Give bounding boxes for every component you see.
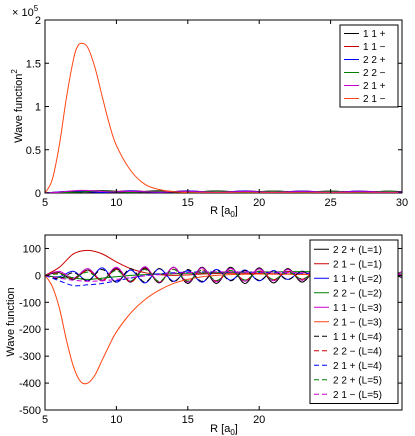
legend-label: 2 1 − — [363, 94, 386, 105]
x-tick-label: 15 — [182, 197, 194, 209]
x-tick-label: 10 — [110, 414, 122, 426]
x-tick-label: 5 — [42, 197, 48, 209]
y-tick-label: -500 — [19, 405, 41, 417]
top-x-axis-label: R [a0] — [210, 205, 238, 219]
top-chart: 5 10 15 20 25 30 0 0.5 1 1.5 2 × 105 R [a0] Wave f… — [10, 4, 408, 219]
top-y-axis-label: Wave function2 — [10, 69, 25, 143]
bottom-x-axis-label: R [a0] — [210, 423, 238, 436]
y-tick-label: 0.5 — [26, 145, 41, 157]
legend-label: 2 1 − (L=5) — [333, 390, 382, 401]
x-tick-label: 30 — [396, 197, 408, 209]
series-line-9 — [45, 271, 402, 287]
y-tick-label: 1 — [35, 102, 41, 114]
legend-label: 2 2 + (L=5) — [333, 375, 382, 386]
y-tick-label: 100 — [23, 243, 41, 255]
legend-label: 2 1 + — [363, 81, 386, 92]
y-tick-label: -300 — [19, 351, 41, 363]
y-tick-label: -400 — [19, 378, 41, 390]
x-tick-label: 5 — [42, 414, 48, 426]
legend-label: 2 2 − (L=2) — [333, 288, 382, 299]
y-tick-label: 0 — [35, 188, 41, 200]
legend-label: 2 1 − (L=1) — [333, 259, 382, 270]
x-tick-label: 15 — [182, 414, 194, 426]
legend-label: 2 1 + (L=4) — [333, 361, 382, 372]
x-tick-label: 10 — [110, 197, 122, 209]
legend-label: 1 1 − — [363, 42, 386, 53]
legend-label: 1 1 + (L=2) — [333, 274, 382, 285]
y-tick-label: 1.5 — [26, 58, 41, 70]
legend-label: 2 2 + (L=1) — [333, 245, 382, 256]
y-tick-label: -200 — [19, 324, 41, 336]
y-multiplier: × 105 — [12, 4, 39, 19]
bottom-chart: 5 10 15 20 -500 -400 -300 -200 -100 0 100 R [a0] W… — [5, 234, 403, 436]
legend-label: 1 1 + — [363, 29, 386, 40]
legend-box — [339, 24, 399, 108]
series-line-6 — [45, 273, 402, 385]
legend-label: 2 2 − (L=4) — [333, 346, 382, 357]
bottom-legend: 2 2 + (L=1) 2 1 − (L=1) 1 1 + (L=2) 2 2 − (… — [309, 239, 399, 404]
series-line-7 — [45, 268, 402, 283]
y-tick-label: -100 — [19, 297, 41, 309]
x-tick-label: 25 — [324, 197, 336, 209]
legend-label: 2 2 − — [363, 68, 386, 79]
y-tick-label: 0 — [35, 270, 41, 282]
legend-label: 2 1 − (L=3) — [333, 317, 382, 328]
x-tick-label: 20 — [253, 197, 265, 209]
legend-label: 2 2 + — [363, 55, 386, 66]
legend-label: 1 1 + (L=4) — [333, 332, 382, 343]
x-tick-label: 20 — [253, 414, 265, 426]
legend-label: 1 1 − (L=3) — [333, 303, 382, 314]
top-legend: 1 1 + 1 1 − 2 2 + 2 2 − 2 1 + 2 1 − — [339, 24, 399, 108]
series-line-6 — [45, 42, 402, 193]
y-tick-label: 2 — [35, 15, 41, 27]
bottom-y-axis-label: Wave function — [5, 287, 17, 356]
